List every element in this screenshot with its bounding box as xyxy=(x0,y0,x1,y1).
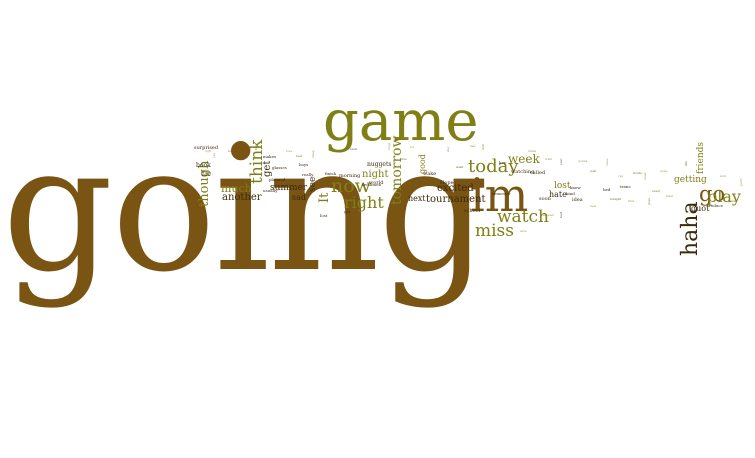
filler-word-wait: wait xyxy=(590,169,597,173)
word-lost: lost xyxy=(320,213,328,218)
word-reduce: reduce xyxy=(709,203,724,208)
word-excited: excited xyxy=(437,183,474,194)
word-tournament: tournament xyxy=(426,194,486,205)
word-hey: hey xyxy=(499,160,507,165)
word-lost: lost xyxy=(554,181,571,191)
filler-word-yay: yay xyxy=(618,174,624,178)
word-much: much xyxy=(221,182,252,195)
filler-word-hours: hours xyxy=(633,171,642,175)
word-finish: finish xyxy=(325,171,337,176)
filler-word-party: party xyxy=(739,177,743,186)
word-surprised: surprised xyxy=(194,145,219,151)
word-school: school xyxy=(464,208,481,214)
filler-word-tonight: tonight xyxy=(610,197,621,201)
word-nuggets: nuggets xyxy=(367,161,392,168)
word-go: go xyxy=(699,182,726,206)
word-semester: semester xyxy=(492,191,511,196)
word-really: really xyxy=(302,172,314,177)
word-night: night xyxy=(362,169,389,180)
word-usually: usually xyxy=(263,188,278,193)
word-morning: morning xyxy=(339,173,361,179)
filler-word-sure: sure xyxy=(520,229,527,233)
word-play: play xyxy=(707,187,741,206)
filler-word-best: best xyxy=(296,154,303,158)
filler-word-done: done xyxy=(660,169,668,173)
word-makes: makes xyxy=(263,154,277,159)
filler-word-guys: guys xyxy=(647,197,651,205)
filler-word-last: last xyxy=(470,144,476,148)
filler-word-bad: bad xyxy=(559,212,563,218)
word-miss: miss xyxy=(475,221,515,241)
filler-word-first: first xyxy=(628,199,635,203)
filler-word-year: year xyxy=(559,158,563,165)
word-glasses: glasses xyxy=(272,165,287,170)
filler-word-team: team xyxy=(228,149,236,153)
filler-word-weekend: weekend xyxy=(540,213,554,217)
word-now: now xyxy=(331,175,371,197)
word-next: next xyxy=(408,194,426,203)
word-called: called xyxy=(530,170,546,176)
word-im: im xyxy=(470,168,529,222)
filler-word-time: time xyxy=(400,157,407,161)
word-hope: Hope xyxy=(440,180,454,186)
filler-word-sick: sick xyxy=(720,174,726,178)
word-hate: hate xyxy=(549,190,567,199)
word-planned: planned xyxy=(269,177,286,182)
filler-word-ugh: ugh xyxy=(205,149,211,153)
word-soon: soon xyxy=(539,196,551,202)
word-far: far xyxy=(202,171,211,178)
word-week: week xyxy=(508,152,540,166)
word-knew: knew xyxy=(570,185,581,190)
word-world: world xyxy=(369,180,384,186)
filler-word-life: life xyxy=(684,161,688,166)
filler-word-went: went xyxy=(456,165,464,169)
word-freshmen: freshmen xyxy=(362,182,382,187)
word-bed: bed xyxy=(603,187,611,192)
filler-word-wish: wish xyxy=(545,157,552,161)
filler-word-lol: lol xyxy=(410,145,414,149)
word-trans: trans xyxy=(620,184,631,189)
word-idea: idea xyxy=(572,197,583,203)
word-right: right xyxy=(344,193,384,212)
filler-word-later: later xyxy=(666,194,674,198)
filler-word-game: game xyxy=(728,199,737,203)
word-book: book xyxy=(196,162,211,169)
word-summer: summer xyxy=(270,183,308,193)
word-kind: kind xyxy=(566,191,575,196)
word-wake: wake xyxy=(423,171,437,177)
word-going: going xyxy=(2,108,489,311)
word-sad: sad xyxy=(292,193,306,202)
filler-word-made: made xyxy=(528,149,537,153)
word-tomorrow: tomorrow xyxy=(389,135,405,205)
filler-word-need: need xyxy=(643,172,647,180)
word-watching: watching xyxy=(511,169,535,175)
word-today: today xyxy=(468,156,519,177)
word-getting: getting xyxy=(674,175,707,185)
word-game: game xyxy=(323,89,479,154)
filler-word-gonna: gonna xyxy=(578,159,588,163)
word-it: It xyxy=(317,192,332,203)
filler-word-back: back xyxy=(350,147,358,151)
word-friends: friends xyxy=(696,141,706,174)
word-quot: quot xyxy=(691,204,710,213)
filler-word-home: home xyxy=(332,149,341,153)
filler-word-ready: ready xyxy=(652,189,661,193)
filler-word-new: new xyxy=(590,204,597,208)
filler-word-love: love xyxy=(286,149,293,153)
filler-word-class: class xyxy=(605,158,609,166)
word-got: got xyxy=(344,209,351,214)
word-another: another xyxy=(222,192,262,203)
word-see: see xyxy=(308,176,318,192)
word-watch: watch xyxy=(497,207,549,227)
word-boys: boys xyxy=(299,162,309,167)
filler-word-win: win xyxy=(242,153,248,157)
